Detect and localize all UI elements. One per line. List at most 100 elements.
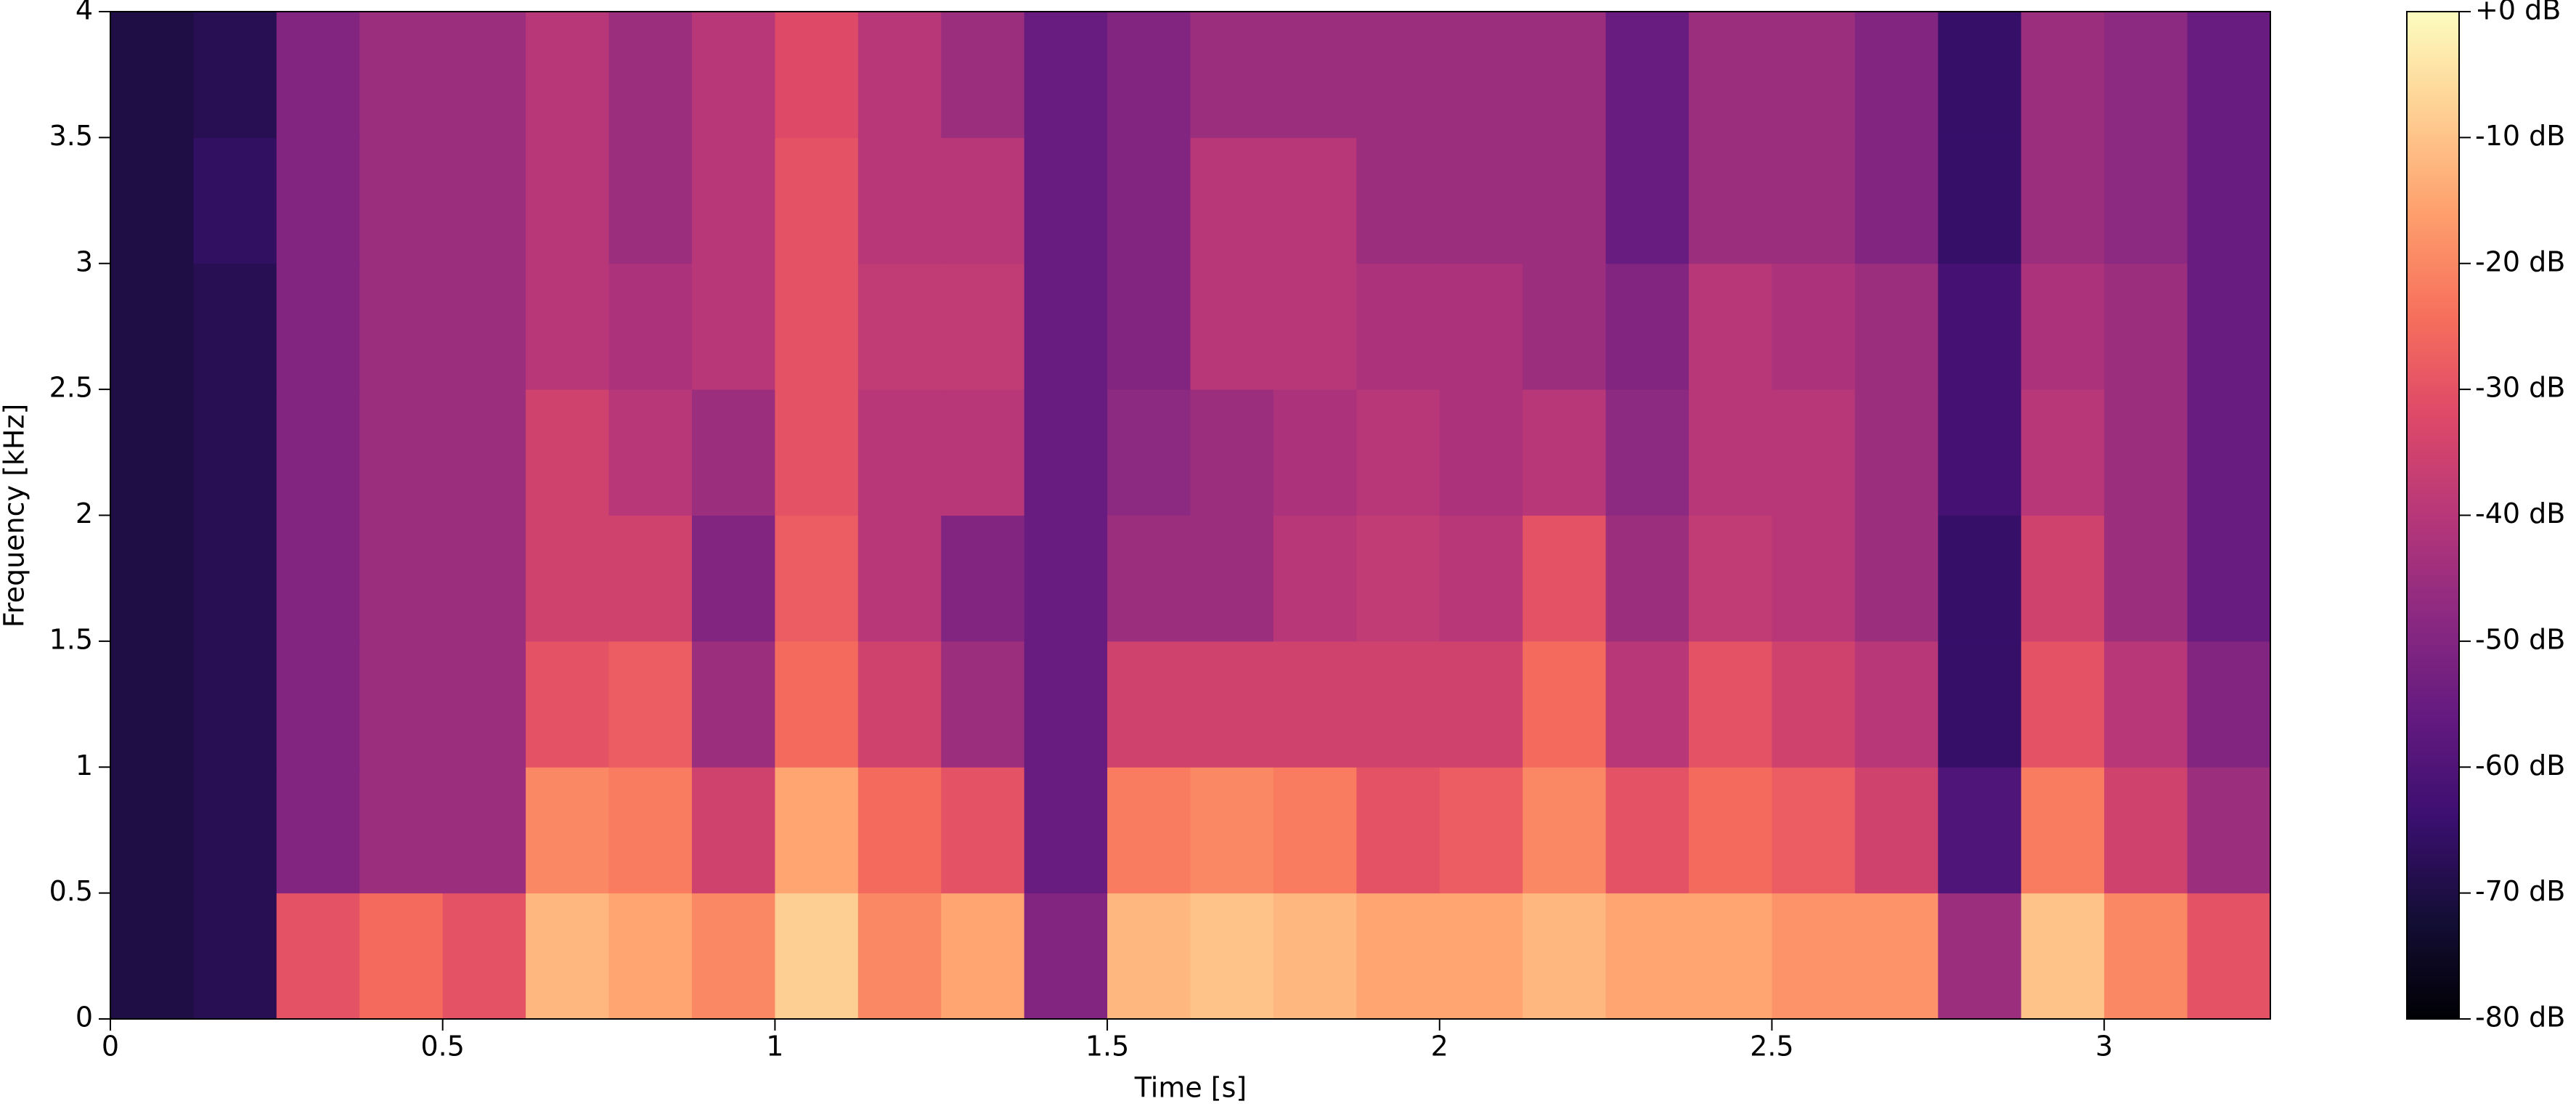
heatmap-cell bbox=[1024, 263, 1108, 390]
heatmap-cell bbox=[1689, 641, 1772, 768]
heatmap-cell bbox=[1938, 893, 2022, 1020]
heatmap-cell bbox=[359, 137, 444, 264]
heatmap-cell bbox=[1938, 767, 2022, 894]
heatmap-cell bbox=[359, 263, 444, 390]
x-tick-label: 1 bbox=[766, 1031, 783, 1063]
heatmap-cell bbox=[608, 641, 693, 768]
heatmap-cell bbox=[359, 389, 444, 516]
heatmap-cell bbox=[442, 893, 526, 1020]
heatmap-cell bbox=[1439, 641, 1523, 768]
heatmap-cell bbox=[1024, 389, 1108, 516]
heatmap-cell bbox=[442, 12, 526, 138]
heatmap-cell bbox=[1107, 389, 1191, 516]
heatmap-cell bbox=[359, 767, 444, 894]
heatmap-cell bbox=[2187, 12, 2271, 138]
x-tick-label: 0 bbox=[102, 1031, 119, 1063]
heatmap-cell bbox=[193, 137, 277, 264]
heatmap-cell bbox=[2021, 641, 2105, 768]
y-tick-label: 0 bbox=[76, 1002, 93, 1033]
heatmap-cell bbox=[1772, 263, 1856, 390]
heatmap-cell bbox=[1938, 12, 2022, 138]
heatmap-cell bbox=[691, 893, 775, 1020]
heatmap-cell bbox=[526, 767, 610, 894]
x-tick-label: 3 bbox=[2095, 1031, 2113, 1063]
heatmap-cell bbox=[1439, 389, 1523, 516]
heatmap-cell bbox=[1854, 389, 1939, 516]
x-tick-label: 2.5 bbox=[1750, 1031, 1793, 1063]
heatmap-cell bbox=[1190, 389, 1274, 516]
heatmap-cell bbox=[1190, 263, 1274, 390]
heatmap-cell bbox=[1356, 12, 1440, 138]
heatmap-cell bbox=[110, 515, 194, 642]
heatmap-cell bbox=[193, 641, 277, 768]
heatmap-cell bbox=[2187, 389, 2271, 516]
heatmap-cell bbox=[1190, 767, 1274, 894]
heatmap-cell bbox=[276, 641, 360, 768]
heatmap-cell bbox=[1190, 12, 1274, 138]
heatmap-cell bbox=[775, 641, 859, 768]
heatmap-cell bbox=[1938, 515, 2022, 642]
heatmap-cell bbox=[1107, 263, 1191, 390]
heatmap-cell bbox=[1523, 12, 1607, 138]
heatmap-cell bbox=[1273, 767, 1357, 894]
heatmap-cell bbox=[2021, 767, 2105, 894]
heatmap-cell bbox=[691, 12, 775, 138]
heatmap-cell bbox=[442, 641, 526, 768]
heatmap-cell bbox=[276, 389, 360, 516]
heatmap-cell bbox=[608, 515, 693, 642]
heatmap-cell bbox=[442, 137, 526, 264]
heatmap-cell bbox=[1689, 389, 1772, 516]
heatmap-cell bbox=[1024, 767, 1108, 894]
heatmap-cell bbox=[1605, 515, 1690, 642]
heatmap-cell bbox=[2187, 893, 2271, 1020]
heatmap-cell bbox=[691, 263, 775, 390]
y-tick-label: 2.5 bbox=[49, 372, 93, 404]
heatmap-cell bbox=[1854, 767, 1939, 894]
heatmap-cell bbox=[691, 137, 775, 264]
heatmap-cell bbox=[857, 767, 942, 894]
heatmap-cell bbox=[1605, 767, 1690, 894]
heatmap-cell bbox=[1605, 893, 1690, 1020]
heatmap-cell bbox=[1356, 263, 1440, 390]
y-tick-label: 3.5 bbox=[49, 120, 93, 152]
heatmap-cell bbox=[1605, 137, 1690, 264]
heatmap-cell bbox=[1689, 12, 1772, 138]
heatmap-cell bbox=[608, 137, 693, 264]
heatmap-cell bbox=[526, 893, 610, 1020]
heatmap-cell bbox=[526, 12, 610, 138]
heatmap-cell bbox=[941, 893, 1025, 1020]
heatmap-cell bbox=[2104, 515, 2188, 642]
heatmap-cell bbox=[2021, 515, 2105, 642]
heatmap-cell bbox=[608, 767, 693, 894]
heatmap-cell bbox=[1273, 893, 1357, 1020]
heatmap-cell bbox=[110, 263, 194, 390]
heatmap-cell bbox=[608, 263, 693, 390]
heatmap-cell bbox=[1689, 263, 1772, 390]
heatmap-cell bbox=[359, 893, 444, 1020]
heatmap-cell bbox=[1854, 263, 1939, 390]
heatmap-cell bbox=[1273, 641, 1357, 768]
x-tick-label: 1.5 bbox=[1085, 1031, 1129, 1063]
heatmap-cell bbox=[110, 12, 194, 138]
heatmap-cell bbox=[1523, 767, 1607, 894]
heatmap-cell bbox=[857, 137, 942, 264]
colorbar-tick-label: -40 dB bbox=[2475, 497, 2565, 529]
heatmap-cell bbox=[2021, 893, 2105, 1020]
heatmap-cell bbox=[1190, 137, 1274, 264]
heatmap-cell bbox=[857, 263, 942, 390]
heatmap-cell bbox=[110, 641, 194, 768]
heatmap-cell bbox=[1523, 893, 1607, 1020]
heatmap-cell bbox=[2021, 12, 2105, 138]
heatmap-cell bbox=[359, 641, 444, 768]
heatmap-cell bbox=[775, 12, 859, 138]
heatmap-cell bbox=[1772, 767, 1856, 894]
heatmap-cell bbox=[193, 893, 277, 1020]
heatmap-cell bbox=[1024, 893, 1108, 1020]
heatmap-cell bbox=[775, 137, 859, 264]
heatmap-cell bbox=[1689, 893, 1772, 1020]
heatmap-cell bbox=[1605, 389, 1690, 516]
heatmap-cell bbox=[1854, 893, 1939, 1020]
heatmap-cell bbox=[2187, 767, 2271, 894]
heatmap-cell bbox=[1689, 515, 1772, 642]
